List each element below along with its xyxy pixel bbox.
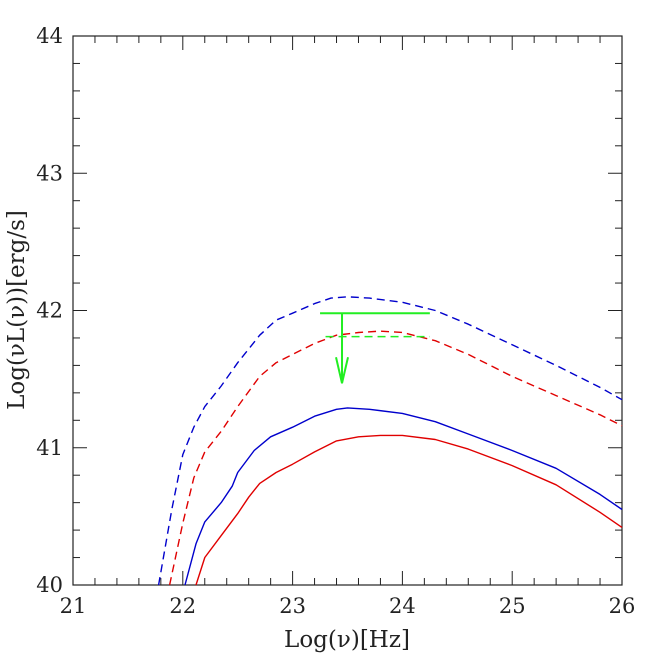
x-tick-label: 25 bbox=[499, 594, 526, 618]
x-tick-label: 21 bbox=[60, 594, 87, 618]
upper-limit-marker bbox=[320, 312, 430, 384]
axis-ticks bbox=[72, 35, 623, 586]
x-axis-title: Log(ν)[Hz] bbox=[284, 627, 410, 653]
x-tick-label: 23 bbox=[279, 594, 306, 618]
limit-arrow-head bbox=[335, 357, 349, 384]
y-axis-title: Log(νL(ν))[erg/s] bbox=[4, 210, 30, 410]
series-line-4 bbox=[195, 434, 623, 586]
tick-labels: 21 22 23 24 25 26 40 41 42 43 44 bbox=[36, 24, 635, 618]
x-tick-label: 26 bbox=[609, 594, 636, 618]
y-tick-label: 40 bbox=[36, 573, 63, 597]
plot-frame bbox=[72, 35, 623, 586]
y-tick-label: 41 bbox=[36, 436, 63, 460]
series-line-3 bbox=[184, 407, 623, 586]
x-tick-label: 22 bbox=[169, 594, 196, 618]
y-tick-label: 42 bbox=[36, 299, 63, 323]
series-group bbox=[157, 296, 623, 586]
series-line-2 bbox=[168, 330, 623, 586]
x-tick-label: 24 bbox=[389, 594, 416, 618]
y-tick-label: 44 bbox=[36, 24, 63, 48]
series-line-1 bbox=[157, 296, 623, 586]
y-tick-label: 43 bbox=[36, 161, 63, 185]
